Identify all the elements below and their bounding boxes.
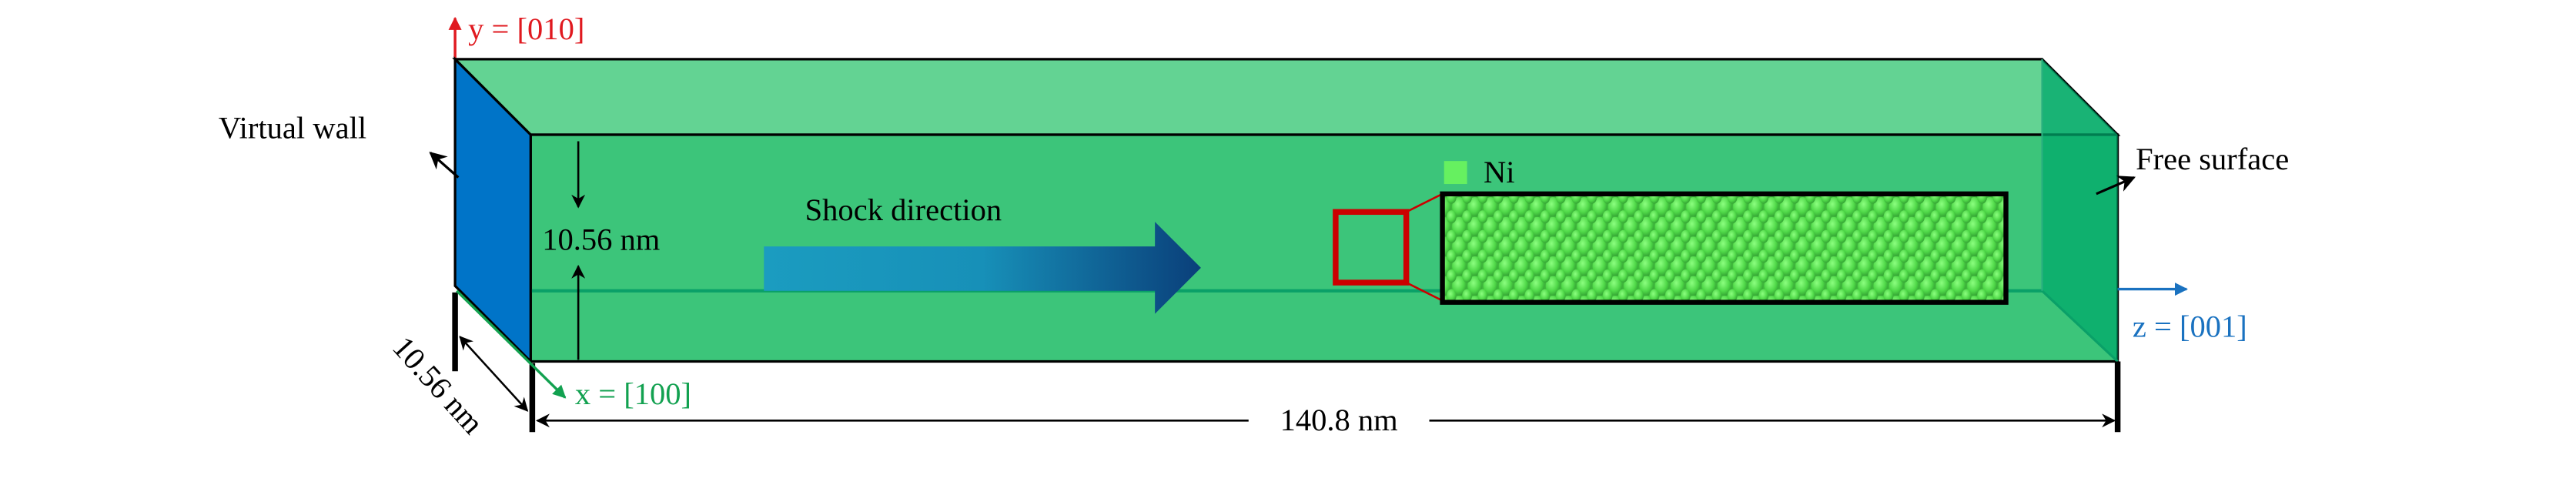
depth-arrow [459,336,529,412]
zoom-region-box [1333,209,1410,286]
virtual-wall-label: Virtual wall [219,110,366,145]
ni-legend-label: Ni [1484,155,1515,189]
virtual-wall-face [453,55,532,365]
zoom-connector-top [1406,192,1444,213]
shock-direction-label: Shock direction [805,192,1002,227]
height-label: 10.56 nm [542,222,660,256]
zoom-connector-bottom [1406,281,1444,302]
depth-label: 10.56 nm [386,329,490,440]
ni-legend-swatch [1444,161,1467,185]
y-axis-label: y = [010] [468,12,584,46]
length-label: 140.8 nm [1280,403,1398,437]
z-axis-label: z = [001] [2133,309,2247,343]
shock-direction-arrow [764,222,1201,314]
virtual-wall-arrow [429,152,460,179]
free-surface-face [2042,59,2118,362]
x-axis-label: x = [100] [575,376,691,411]
back-right-edge [2041,289,2119,363]
free-surface-arrow [2096,176,2136,196]
top-face [452,58,2121,136]
free-surface-label: Free surface [2136,142,2289,176]
atomistic-inset [1440,191,2009,305]
